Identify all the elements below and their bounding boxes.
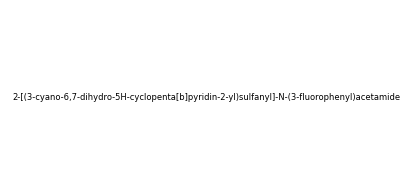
Text: 2-[(3-cyano-6,7-dihydro-5H-cyclopenta[b]pyridin-2-yl)sulfanyl]-N-(3-fluorophenyl: 2-[(3-cyano-6,7-dihydro-5H-cyclopenta[b]… [12,93,401,103]
